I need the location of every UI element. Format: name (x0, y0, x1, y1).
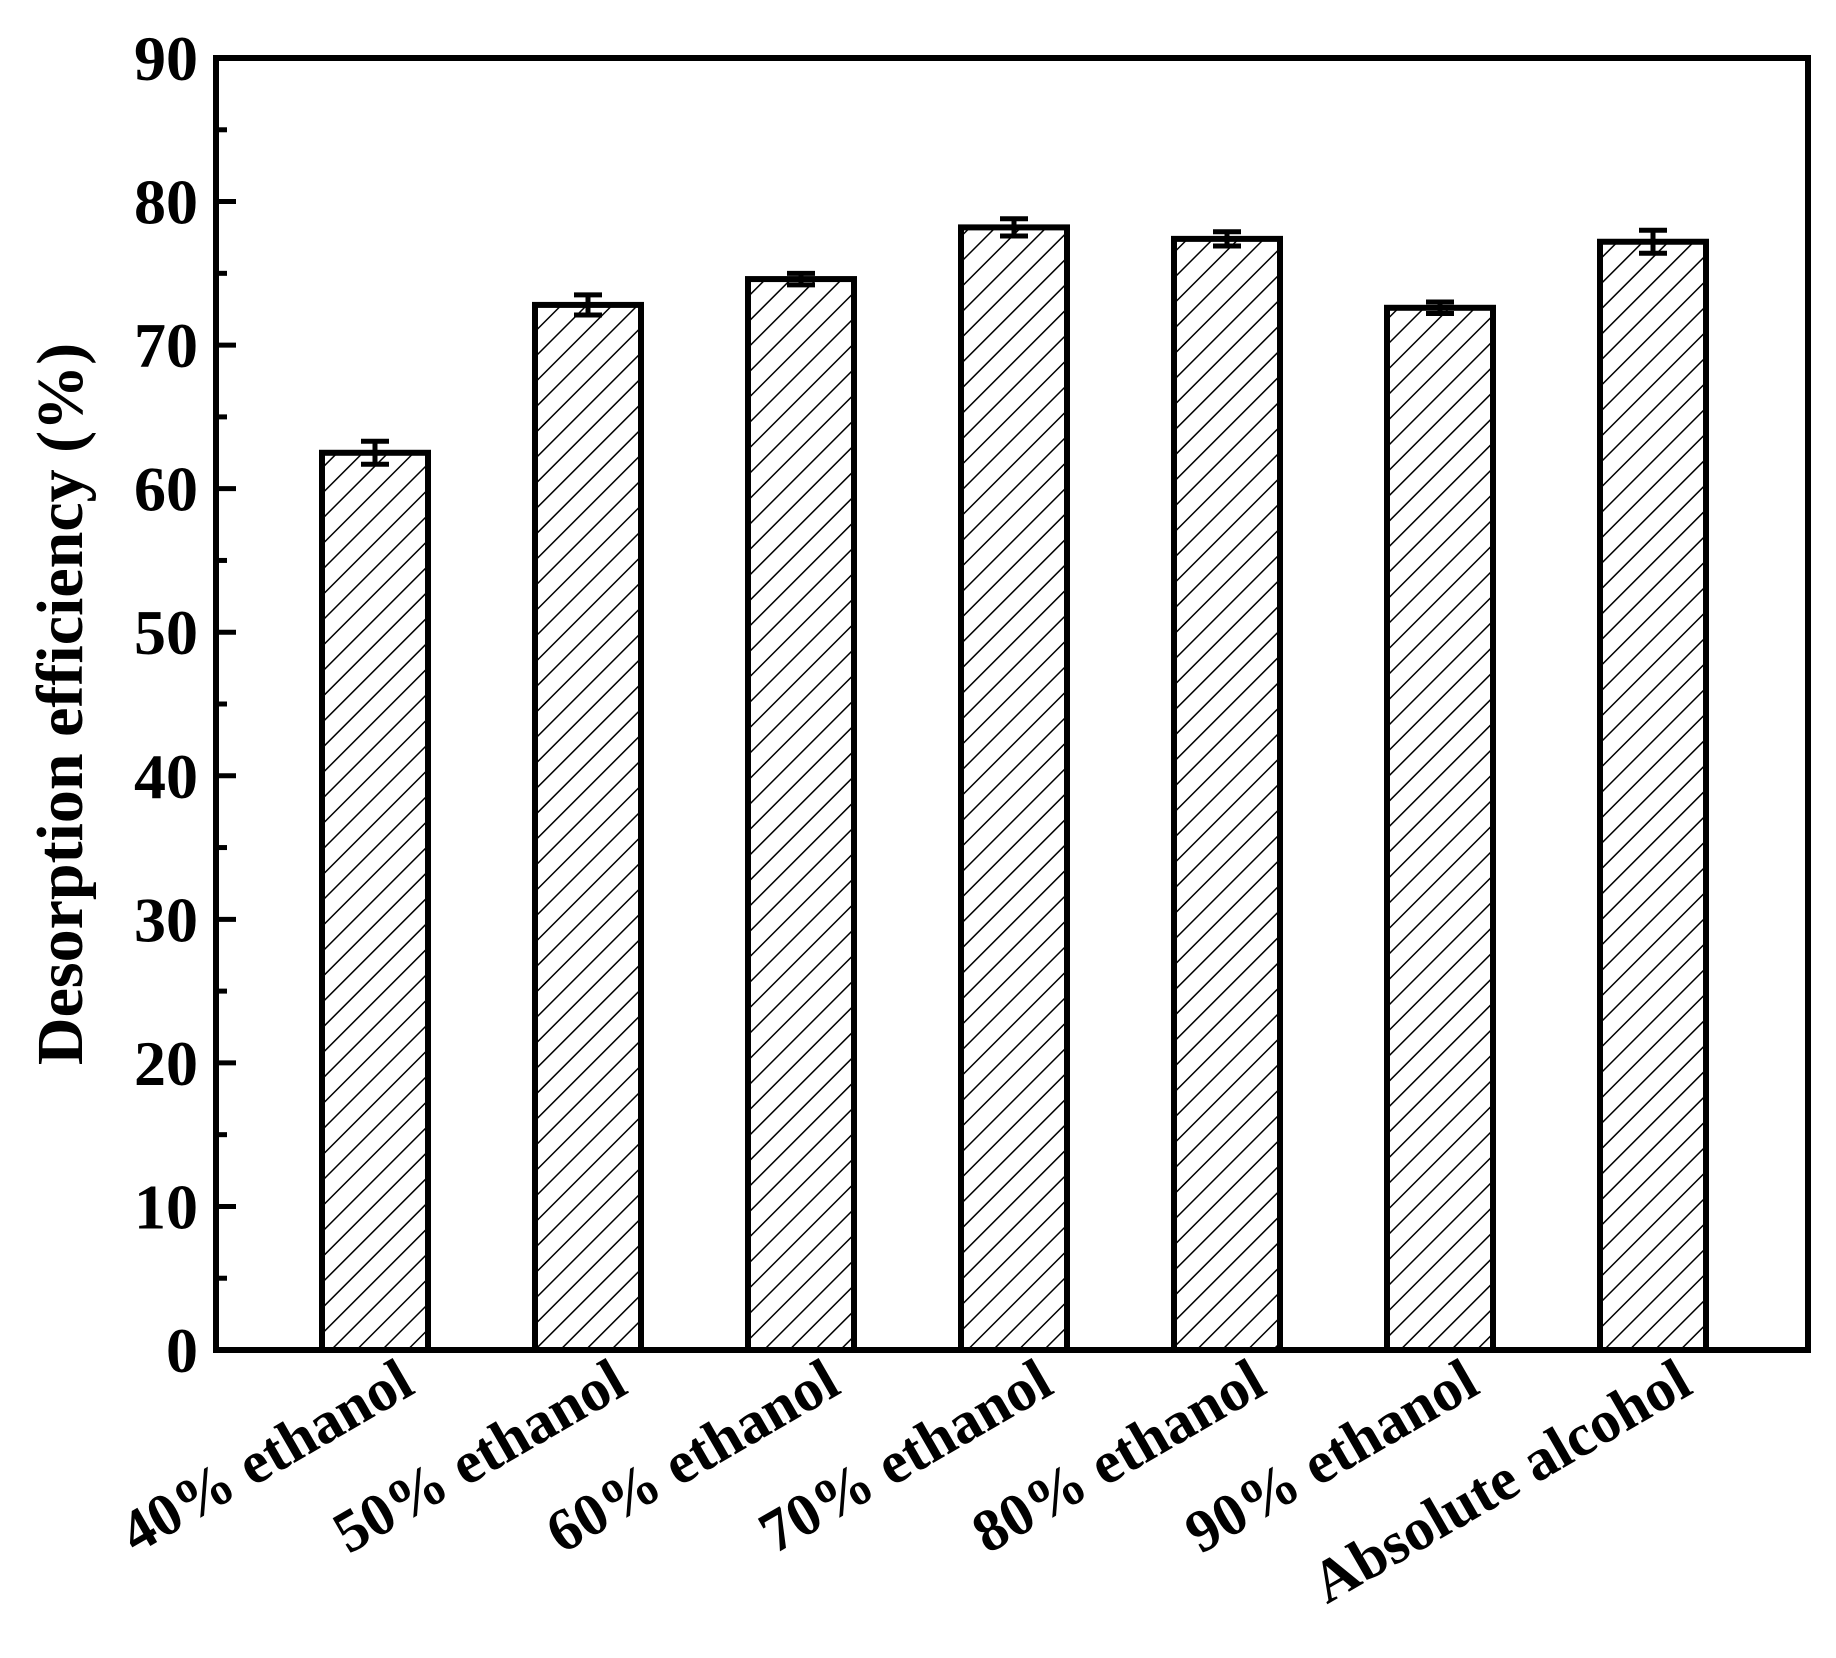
y-tick-label: 30 (134, 884, 198, 955)
bar (1384, 304, 1496, 1354)
bar (532, 301, 644, 1354)
bar (319, 449, 431, 1353)
bar (745, 276, 857, 1353)
y-tick-label: 10 (134, 1171, 198, 1242)
y-tick-label: 20 (134, 1028, 198, 1099)
bar (1597, 238, 1709, 1354)
y-tick-label: 60 (134, 454, 198, 525)
bar (958, 224, 1070, 1354)
y-tick-label: 80 (134, 167, 198, 238)
y-axis: 0 10 20 30 40 50 60 70 80 90 (134, 23, 236, 1386)
y-tick-label: 0 (166, 1315, 198, 1386)
bar (1171, 235, 1283, 1353)
y-tick-label: 50 (134, 597, 198, 668)
y-tick-label: 40 (134, 741, 198, 812)
x-tick-label: Absolute alcohol (1300, 1346, 1701, 1616)
y-tick-label: 70 (134, 310, 198, 381)
error-bars-layer (361, 216, 1667, 467)
y-tick-label: 90 (134, 23, 198, 94)
bars-layer (319, 224, 1709, 1354)
y-axis-title: Desorption efficiency (%) (24, 343, 97, 1065)
